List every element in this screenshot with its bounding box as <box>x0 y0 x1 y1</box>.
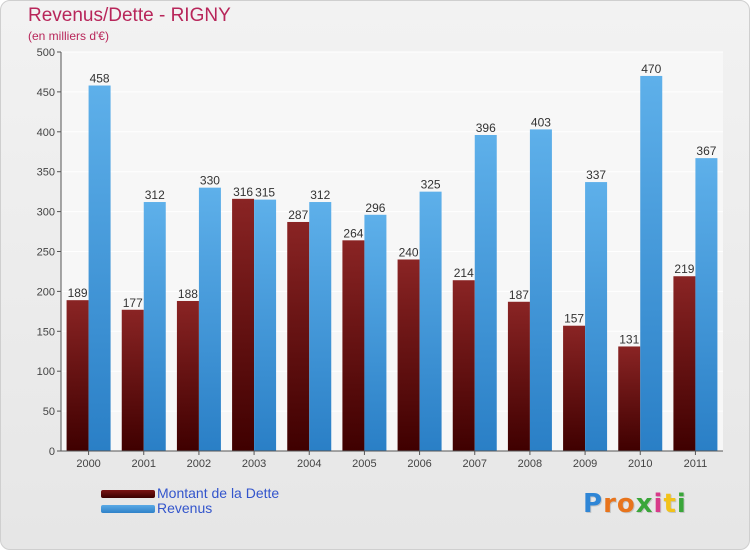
x-tick-label: 2006 <box>407 458 431 470</box>
data-label-dette: 316 <box>233 185 253 199</box>
x-tick-label: 2004 <box>297 458 321 470</box>
bar-dette <box>563 325 586 451</box>
bar-revenus <box>529 129 552 451</box>
data-label-dette: 219 <box>674 262 694 276</box>
bar-dette <box>618 346 641 451</box>
data-label-dette: 177 <box>123 296 143 310</box>
bar-dette <box>287 221 310 451</box>
y-tick-label: 450 <box>37 87 55 99</box>
bar-dette <box>342 240 365 451</box>
x-tick-label: 2008 <box>518 458 542 470</box>
logo-letter: r <box>603 489 617 519</box>
bar-dette <box>452 280 475 451</box>
proxiti-logo: Proxiti <box>583 489 687 519</box>
bar-revenus <box>143 202 166 451</box>
legend-label-revenus: Revenus <box>157 500 213 516</box>
bar-revenus <box>309 202 332 451</box>
y-tick-label: 400 <box>37 127 55 139</box>
data-label-revenus: 458 <box>90 72 110 86</box>
logo-letter: x <box>635 489 654 519</box>
data-label-revenus: 403 <box>531 115 551 129</box>
bar-dette <box>176 300 199 451</box>
y-tick-label: 150 <box>37 326 55 338</box>
bar-revenus <box>198 187 221 451</box>
bar-revenus <box>88 85 111 452</box>
x-tick-label: 2000 <box>76 458 100 470</box>
x-tick-label: 2003 <box>242 458 266 470</box>
bar-revenus <box>640 75 663 451</box>
data-label-dette: 131 <box>619 332 639 346</box>
data-label-revenus: 325 <box>421 178 441 192</box>
data-label-revenus: 315 <box>255 186 275 200</box>
y-tick-label: 500 <box>37 47 55 59</box>
y-tick-label: 350 <box>37 167 55 179</box>
chart-subtitle: (en milliers d'€) <box>28 29 109 43</box>
data-label-revenus: 330 <box>200 174 220 188</box>
bar-revenus <box>474 134 497 451</box>
data-label-revenus: 337 <box>586 168 606 182</box>
grid-lines <box>61 51 723 452</box>
bar-dette <box>66 300 89 451</box>
logo-letter: t <box>663 489 677 519</box>
bar-dette <box>397 259 420 451</box>
data-label-revenus: 312 <box>310 188 330 202</box>
bar-revenus <box>695 158 718 451</box>
bar-revenus <box>364 214 387 451</box>
logo-letter: o <box>616 489 636 519</box>
data-label-dette: 189 <box>68 286 88 300</box>
logo-letter: i <box>653 489 664 519</box>
chart-title: Revenus/Dette - RIGNY <box>28 5 231 26</box>
data-label-revenus: 396 <box>476 121 496 135</box>
y-tick-label: 300 <box>37 207 55 219</box>
y-tick-label: 50 <box>43 406 55 418</box>
x-tick-label: 2005 <box>352 458 376 470</box>
data-label-revenus: 296 <box>365 201 385 215</box>
data-label-revenus: 367 <box>696 144 716 158</box>
bar-revenus <box>585 182 608 451</box>
legend-swatch-revenus <box>101 505 155 513</box>
logo-letter: i <box>676 489 687 519</box>
bar-revenus <box>254 199 277 451</box>
y-tick-label: 200 <box>37 286 55 298</box>
data-label-dette: 240 <box>399 245 419 259</box>
bar-dette <box>507 301 530 451</box>
data-label-revenus: 312 <box>145 188 165 202</box>
y-tick-label: 250 <box>37 247 55 259</box>
bar-revenus <box>419 191 442 451</box>
data-label-dette: 287 <box>288 208 308 222</box>
y-tick-label: 0 <box>49 446 55 458</box>
data-label-dette: 157 <box>564 312 584 326</box>
x-tick-label: 2007 <box>463 458 487 470</box>
data-label-dette: 264 <box>343 226 363 240</box>
y-tick-label: 100 <box>37 366 55 378</box>
logo-letter: P <box>583 489 604 519</box>
x-tick-label: 2011 <box>684 458 708 470</box>
x-tick-label: 2009 <box>573 458 597 470</box>
data-label-dette: 188 <box>178 287 198 301</box>
x-tick-label: 2010 <box>628 458 652 470</box>
legend-swatch-dette <box>101 490 155 498</box>
data-label-dette: 214 <box>454 266 474 280</box>
axes: 0 50 100 150 200 250 300 350 400 450 500 2000 2001 20… <box>37 47 723 470</box>
bar-dette <box>232 198 255 451</box>
bar-dette <box>121 309 144 451</box>
x-tick-label: 2002 <box>187 458 211 470</box>
x-tick-label: 2001 <box>132 458 156 470</box>
data-label-dette: 187 <box>509 288 529 302</box>
bar-dette <box>673 276 696 451</box>
data-label-revenus: 470 <box>641 62 661 76</box>
legend-label-dette: Montant de la Dette <box>157 485 280 501</box>
